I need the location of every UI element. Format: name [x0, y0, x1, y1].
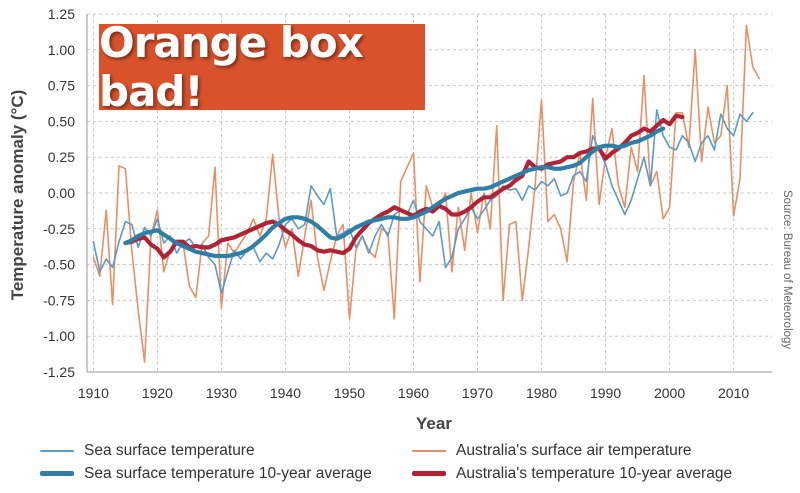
x-tick-label-2: 1930 — [206, 385, 237, 401]
y-tick-label-2: -0.75 — [43, 292, 75, 308]
series-line-1 — [123, 126, 666, 259]
series-line-0 — [92, 109, 754, 295]
y-tick-label-9: 1.00 — [48, 42, 75, 58]
x-tick-label-4: 1950 — [334, 385, 365, 401]
y-tick-label-3: -0.50 — [43, 257, 75, 273]
legend-item-australia-air: Australia's surface air temperature — [412, 442, 692, 460]
legend-swatch-sea-surface — [40, 449, 74, 452]
y-tick-label-5: 0.00 — [48, 185, 75, 201]
legend-swatch-sea-surface-avg — [40, 471, 74, 477]
x-tick-label-9: 2000 — [654, 385, 685, 401]
series-line-2 — [92, 24, 761, 363]
x-tick-label-1: 1920 — [142, 385, 173, 401]
y-tick-label-6: 0.25 — [48, 149, 75, 165]
legend-item-australia-avg: Australia's temperature 10-year average — [412, 465, 732, 483]
x-tick-label-3: 1940 — [270, 385, 301, 401]
legend-label-australia-air: Australia's surface air temperature — [456, 442, 692, 459]
orange-banner: Orange box bad! — [99, 18, 425, 116]
y-tick-label-4: -0.25 — [43, 221, 75, 237]
y-tick-label-1: -1.00 — [43, 328, 75, 344]
y-tick-labels: -1.25 -1.00 -0.75 -0.50 -0.25 0.00 0.25 0.50 0.7… — [43, 6, 75, 380]
legend-item-sea-surface: Sea surface temperature — [40, 442, 255, 460]
x-tick-label-0: 1910 — [78, 385, 109, 401]
x-axis-title: Year — [416, 414, 452, 433]
series-lines — [92, 24, 761, 363]
x-tick-label-10: 2010 — [718, 385, 749, 401]
y-tick-label-7: 0.50 — [48, 113, 75, 129]
x-tick-labels: 1910 1920 1930 1940 1950 1960 1970 1980 1990 2000… — [78, 385, 750, 401]
series-line-3 — [123, 113, 685, 260]
x-tick-label-8: 1990 — [590, 385, 621, 401]
y-tick-label-10: 1.25 — [48, 6, 75, 22]
grid — [87, 13, 772, 373]
legend-swatch-australia-air — [412, 449, 446, 452]
x-tick-label-6: 1970 — [462, 385, 493, 401]
legend-swatch-australia-avg — [412, 471, 446, 477]
y-tick-label-0: -1.25 — [43, 364, 75, 380]
y-tick-label-8: 0.75 — [48, 78, 75, 94]
legend-item-sea-surface-avg: Sea surface temperature 10-year average — [40, 465, 372, 483]
source-label: Source: Bureau of Meteorology — [781, 190, 793, 349]
axes — [86, 14, 772, 373]
legend-label-sea-surface: Sea surface temperature — [84, 442, 255, 459]
x-tick-label-5: 1960 — [398, 385, 429, 401]
legend-label-sea-surface-avg: Sea surface temperature 10-year average — [84, 465, 372, 482]
legend-label-australia-avg: Australia's temperature 10-year average — [456, 465, 733, 482]
y-axis-title: Temperature anomaly (°C) — [8, 90, 27, 301]
x-tick-label-7: 1980 — [526, 385, 557, 401]
